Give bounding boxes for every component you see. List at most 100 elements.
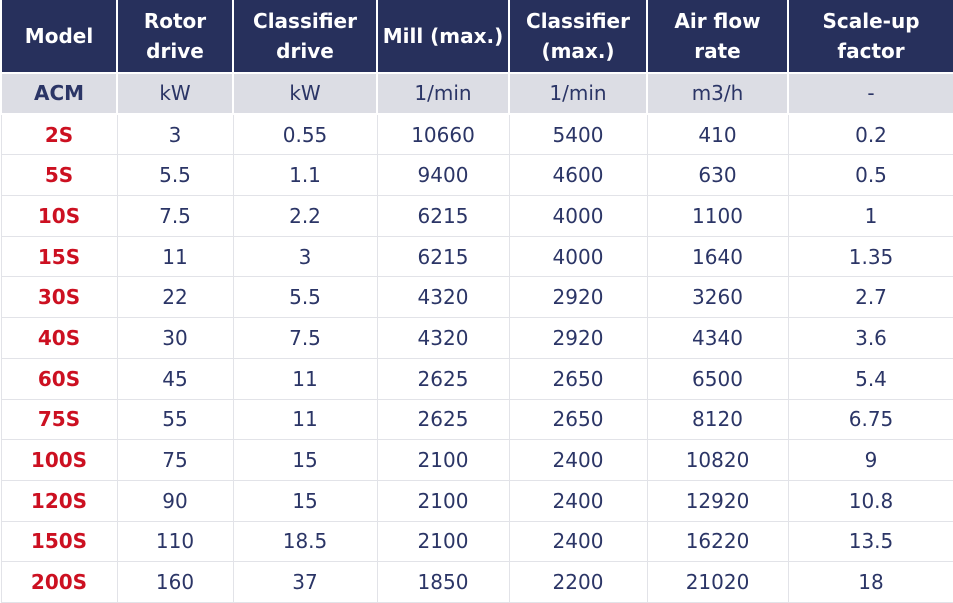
value-cell: 11 — [232, 357, 378, 400]
model-cell: 2S — [0, 113, 118, 156]
value-cell: 13.5 — [787, 520, 953, 563]
value-cell: 2.2 — [232, 195, 378, 237]
unit-cell: ACM — [0, 72, 118, 115]
value-cell: 0.2 — [787, 113, 953, 156]
model-cell: 60S — [0, 357, 118, 400]
value-cell: 75 — [116, 439, 234, 481]
value-cell: 2650 — [508, 357, 648, 400]
value-cell: 2400 — [508, 520, 648, 563]
value-cell: 4320 — [376, 317, 510, 359]
value-cell: 0.5 — [787, 154, 953, 197]
model-cell: 30S — [0, 276, 118, 319]
value-cell: 5.4 — [787, 357, 953, 400]
value-cell: 4320 — [376, 276, 510, 319]
value-cell: 2920 — [508, 276, 648, 319]
value-cell: 9400 — [376, 154, 510, 197]
header-row: Model Rotor drive Classifier drive Mill (ma… — [0, 0, 953, 74]
data-row: 5S 5.5 1.1 9400 4600 630 0.5 — [0, 154, 953, 197]
value-cell: 3 — [232, 235, 378, 278]
value-cell: 1.1 — [232, 154, 378, 197]
header-cell: Rotor drive — [116, 0, 234, 74]
unit-cell: kW — [116, 72, 234, 115]
value-cell: 3260 — [646, 276, 789, 319]
value-cell: 410 — [646, 113, 789, 156]
model-cell: 10S — [0, 195, 118, 237]
value-cell: 2100 — [376, 439, 510, 481]
value-cell: 9 — [787, 439, 953, 481]
value-cell: 22 — [116, 276, 234, 319]
value-cell: 10660 — [376, 113, 510, 156]
value-cell: 18.5 — [232, 520, 378, 563]
value-cell: 3.6 — [787, 317, 953, 359]
value-cell: 2920 — [508, 317, 648, 359]
data-row: 40S 30 7.5 4320 2920 4340 3.6 — [0, 317, 953, 359]
value-cell: 15 — [232, 479, 378, 522]
value-cell: 630 — [646, 154, 789, 197]
model-cell: 200S — [0, 561, 118, 603]
value-cell: 5.5 — [116, 154, 234, 197]
unit-cell: - — [787, 72, 953, 115]
data-row: 100S 75 15 2100 2400 10820 9 — [0, 439, 953, 481]
model-cell: 5S — [0, 154, 118, 197]
value-cell: 11 — [232, 398, 378, 441]
data-row: 30S 22 5.5 4320 2920 3260 2.7 — [0, 276, 953, 319]
value-cell: 21020 — [646, 561, 789, 603]
value-cell: 2.7 — [787, 276, 953, 319]
model-cell: 40S — [0, 317, 118, 359]
value-cell: 1100 — [646, 195, 789, 237]
value-cell: 6215 — [376, 195, 510, 237]
value-cell: 10820 — [646, 439, 789, 481]
value-cell: 2400 — [508, 479, 648, 522]
header-cell: Scale-up factor — [787, 0, 953, 74]
value-cell: 6.75 — [787, 398, 953, 441]
header-cell: Classifier drive — [232, 0, 378, 74]
value-cell: 18 — [787, 561, 953, 603]
value-cell: 45 — [116, 357, 234, 400]
value-cell: 10.8 — [787, 479, 953, 522]
data-row: 15S 11 3 6215 4000 1640 1.35 — [0, 235, 953, 278]
value-cell: 110 — [116, 520, 234, 563]
value-cell: 2200 — [508, 561, 648, 603]
value-cell: 15 — [232, 439, 378, 481]
value-cell: 4340 — [646, 317, 789, 359]
unit-cell: 1/min — [376, 72, 510, 115]
model-cell: 15S — [0, 235, 118, 278]
unit-cell: kW — [232, 72, 378, 115]
value-cell: 160 — [116, 561, 234, 603]
data-row: 60S 45 11 2625 2650 6500 5.4 — [0, 357, 953, 400]
value-cell: 16220 — [646, 520, 789, 563]
value-cell: 11 — [116, 235, 234, 278]
value-cell: 2100 — [376, 479, 510, 522]
value-cell: 4600 — [508, 154, 648, 197]
value-cell: 12920 — [646, 479, 789, 522]
value-cell: 7.5 — [232, 317, 378, 359]
data-row: 10S 7.5 2.2 6215 4000 1100 1 — [0, 195, 953, 237]
table-header: Model Rotor drive Classifier drive Mill (ma… — [0, 0, 953, 74]
header-cell: Classifier (max.) — [508, 0, 648, 74]
value-cell: 0.55 — [232, 113, 378, 156]
value-cell: 2400 — [508, 439, 648, 481]
value-cell: 90 — [116, 479, 234, 522]
value-cell: 3 — [116, 113, 234, 156]
data-row: 120S 90 15 2100 2400 12920 10.8 — [0, 479, 953, 522]
value-cell: 2625 — [376, 357, 510, 400]
value-cell: 1850 — [376, 561, 510, 603]
header-cell: Model — [0, 0, 118, 74]
value-cell: 5.5 — [232, 276, 378, 319]
table-body: ACM kW kW 1/min 1/min m3/h -2S 3 0.55 10660 5400 41… — [0, 72, 953, 603]
value-cell: 6215 — [376, 235, 510, 278]
units-row: ACM kW kW 1/min 1/min m3/h - — [0, 72, 953, 115]
model-cell: 100S — [0, 439, 118, 481]
value-cell: 55 — [116, 398, 234, 441]
value-cell: 30 — [116, 317, 234, 359]
value-cell: 1640 — [646, 235, 789, 278]
value-cell: 8120 — [646, 398, 789, 441]
value-cell: 1.35 — [787, 235, 953, 278]
data-row: 2S 3 0.55 10660 5400 410 0.2 — [0, 113, 953, 156]
model-cell: 150S — [0, 520, 118, 563]
unit-cell: m3/h — [646, 72, 789, 115]
value-cell: 37 — [232, 561, 378, 603]
header-cell: Air flow rate — [646, 0, 789, 74]
